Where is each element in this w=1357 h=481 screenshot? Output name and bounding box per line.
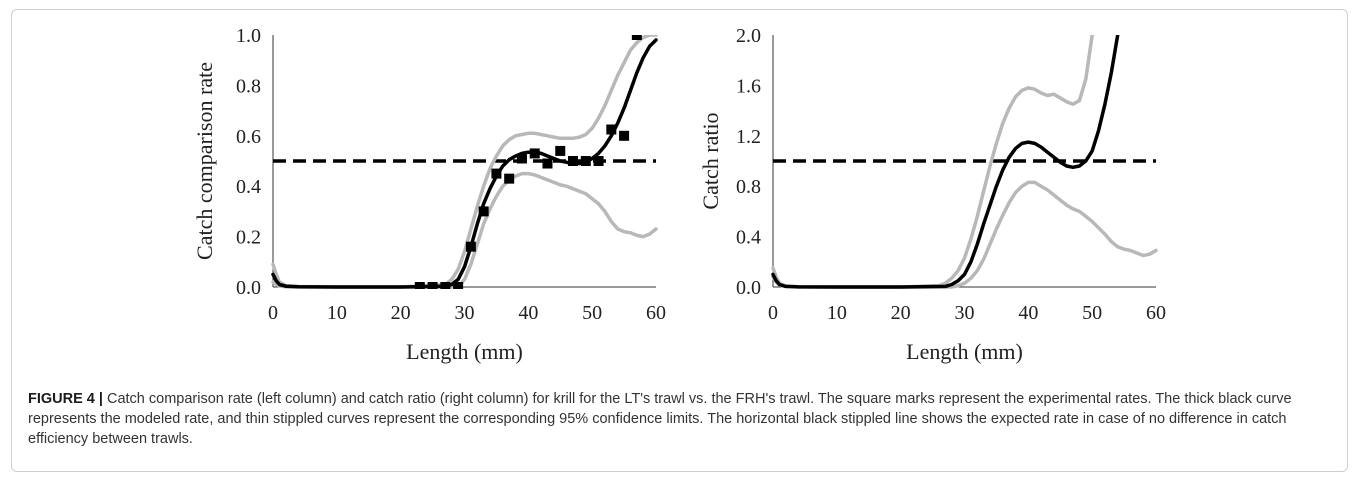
x-tick-label: 20 xyxy=(891,302,911,324)
data-point-marker xyxy=(491,168,502,179)
x-tick-label: 10 xyxy=(827,302,847,324)
plot-area xyxy=(771,35,1158,289)
data-point-marker xyxy=(555,145,566,156)
data-point-marker xyxy=(504,173,515,184)
x-tick-label: 60 xyxy=(1146,302,1166,324)
figure-charts: 0 10 20 30 40 50 60 0.0 0.2 0.4 0.6 0.8 1.0 Length (m… xyxy=(192,25,1166,364)
data-point-marker xyxy=(427,282,438,289)
x-tick-label: 50 xyxy=(1082,302,1102,324)
y-axis-title: Catch comparison rate xyxy=(192,62,217,260)
x-tick-label: 40 xyxy=(518,302,538,324)
figure-label: FIGURE 4 | xyxy=(28,391,103,407)
figure-caption: FIGURE 4 | Catch comparison rate (left c… xyxy=(28,389,1318,449)
data-point-marker xyxy=(606,124,617,135)
y-tick-label: 0.8 xyxy=(236,75,261,97)
x-tick-label: 30 xyxy=(955,302,975,324)
data-point-marker xyxy=(580,156,591,166)
y-axis-title: Catch ratio xyxy=(698,112,723,209)
y-tick-label: 0.0 xyxy=(236,277,261,299)
chart-left-panel: 0 10 20 30 40 50 60 0.0 0.2 0.4 0.6 0.8 1.0 Length (m… xyxy=(192,25,666,364)
x-tick-label: 30 xyxy=(455,302,475,324)
x-tick-label: 10 xyxy=(327,302,347,324)
y-tick-label: 1.6 xyxy=(736,75,761,97)
model-curve xyxy=(771,35,1120,289)
data-point-marker xyxy=(465,241,476,252)
y-tick-label: 0.0 xyxy=(736,277,761,299)
y-tick-label: 0.2 xyxy=(236,227,261,249)
x-tick-label: 0 xyxy=(268,302,278,324)
y-tick-label: 1.2 xyxy=(736,126,761,148)
x-tick-label: 40 xyxy=(1018,302,1038,324)
plot-area xyxy=(271,35,658,289)
data-point-marker xyxy=(631,35,642,40)
data-point-marker xyxy=(529,148,540,159)
data-point-marker xyxy=(568,156,579,166)
y-tick-label: 0.4 xyxy=(736,227,761,249)
x-tick-label: 20 xyxy=(391,302,411,324)
y-tick-label: 1.0 xyxy=(236,25,261,47)
x-axis-title: Length (mm) xyxy=(906,339,1023,364)
chart-right-panel: 0 10 20 30 40 50 60 0.0 0.4 0.8 1.2 1.6 2.0 Length (m… xyxy=(698,25,1166,364)
data-point-marker xyxy=(414,282,425,289)
y-tick-label: 0.6 xyxy=(236,126,261,148)
y-tick-label: 2.0 xyxy=(736,25,761,47)
data-point-marker xyxy=(440,282,451,289)
figure-frame xyxy=(11,9,1348,472)
data-point-marker xyxy=(593,156,604,166)
x-axis-title: Length (mm) xyxy=(406,339,523,364)
x-tick-label: 50 xyxy=(582,302,602,324)
data-point-marker xyxy=(516,153,527,164)
x-tick-label: 60 xyxy=(646,302,666,324)
data-point-marker xyxy=(542,158,553,169)
y-tick-label: 0.4 xyxy=(236,176,261,198)
data-point-marker xyxy=(453,282,464,289)
data-point-marker xyxy=(478,206,489,217)
x-tick-label: 0 xyxy=(768,302,778,324)
y-tick-label: 0.8 xyxy=(736,176,761,198)
caption-text: Catch comparison rate (left column) and … xyxy=(28,391,1292,447)
data-point-marker xyxy=(619,130,630,141)
